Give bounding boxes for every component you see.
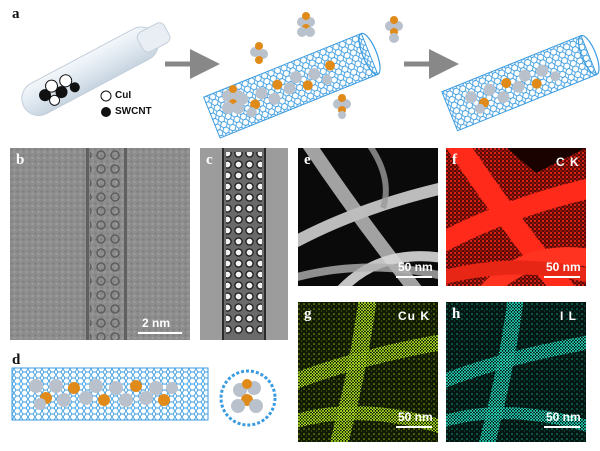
panel-label-h: h [452,306,461,322]
cui-cluster-icon [222,85,244,114]
scale-bar-label-f: 50 nm [546,260,581,274]
scale-bar-h [544,426,580,428]
cui-legend-label: CuI [115,90,132,101]
panel-f-carbon-map [446,148,586,286]
panel-label-c: c [206,152,213,168]
scale-bar-label-g: 50 nm [398,410,433,424]
panel-g-copper-map [298,302,438,442]
panel-label-b: b [16,152,25,168]
panel-a-schematic [21,12,600,139]
scale-bar-g [396,426,432,428]
scale-bar-label-b: 2 nm [142,316,171,330]
nanotube-side-view-icon [11,367,209,421]
swcnt-legend-icon [101,107,111,117]
cui-cluster-icon [297,12,315,37]
scale-bar-e [396,276,432,278]
cui-cluster-icon [250,42,268,64]
panel-label-e: e [304,152,311,168]
panel-d-model [11,367,277,427]
scale-bar-b [138,332,182,334]
cui-cluster-icon [333,94,351,119]
ampoule-icon [21,22,171,116]
panel-h-iodine-map [446,302,586,442]
cui-cluster-icon [385,16,403,43]
filling-nanotube-icon [203,32,381,139]
element-label-h: I L [560,309,577,323]
filled-nanotube-icon [441,34,600,132]
scale-bar-f [544,276,580,278]
cui-legend-icon [100,90,112,102]
swcnt-legend-label: SWCNT [115,106,152,117]
panel-label-d: d [12,352,21,368]
scale-bar-label-h: 50 nm [546,410,581,424]
nanotube-cross-section-icon [219,369,277,427]
scale-bar-label-e: 50 nm [398,260,433,274]
panel-b-tem-image [10,148,190,340]
element-label-g: Cu K [398,309,430,323]
panel-label-f: f [452,152,457,168]
element-label-f: C K [556,155,580,169]
panel-e-haadf-image [298,148,438,286]
panel-label-a: a [12,6,20,22]
panel-label-g: g [304,306,312,322]
panel-c-simulated-image [200,148,288,340]
